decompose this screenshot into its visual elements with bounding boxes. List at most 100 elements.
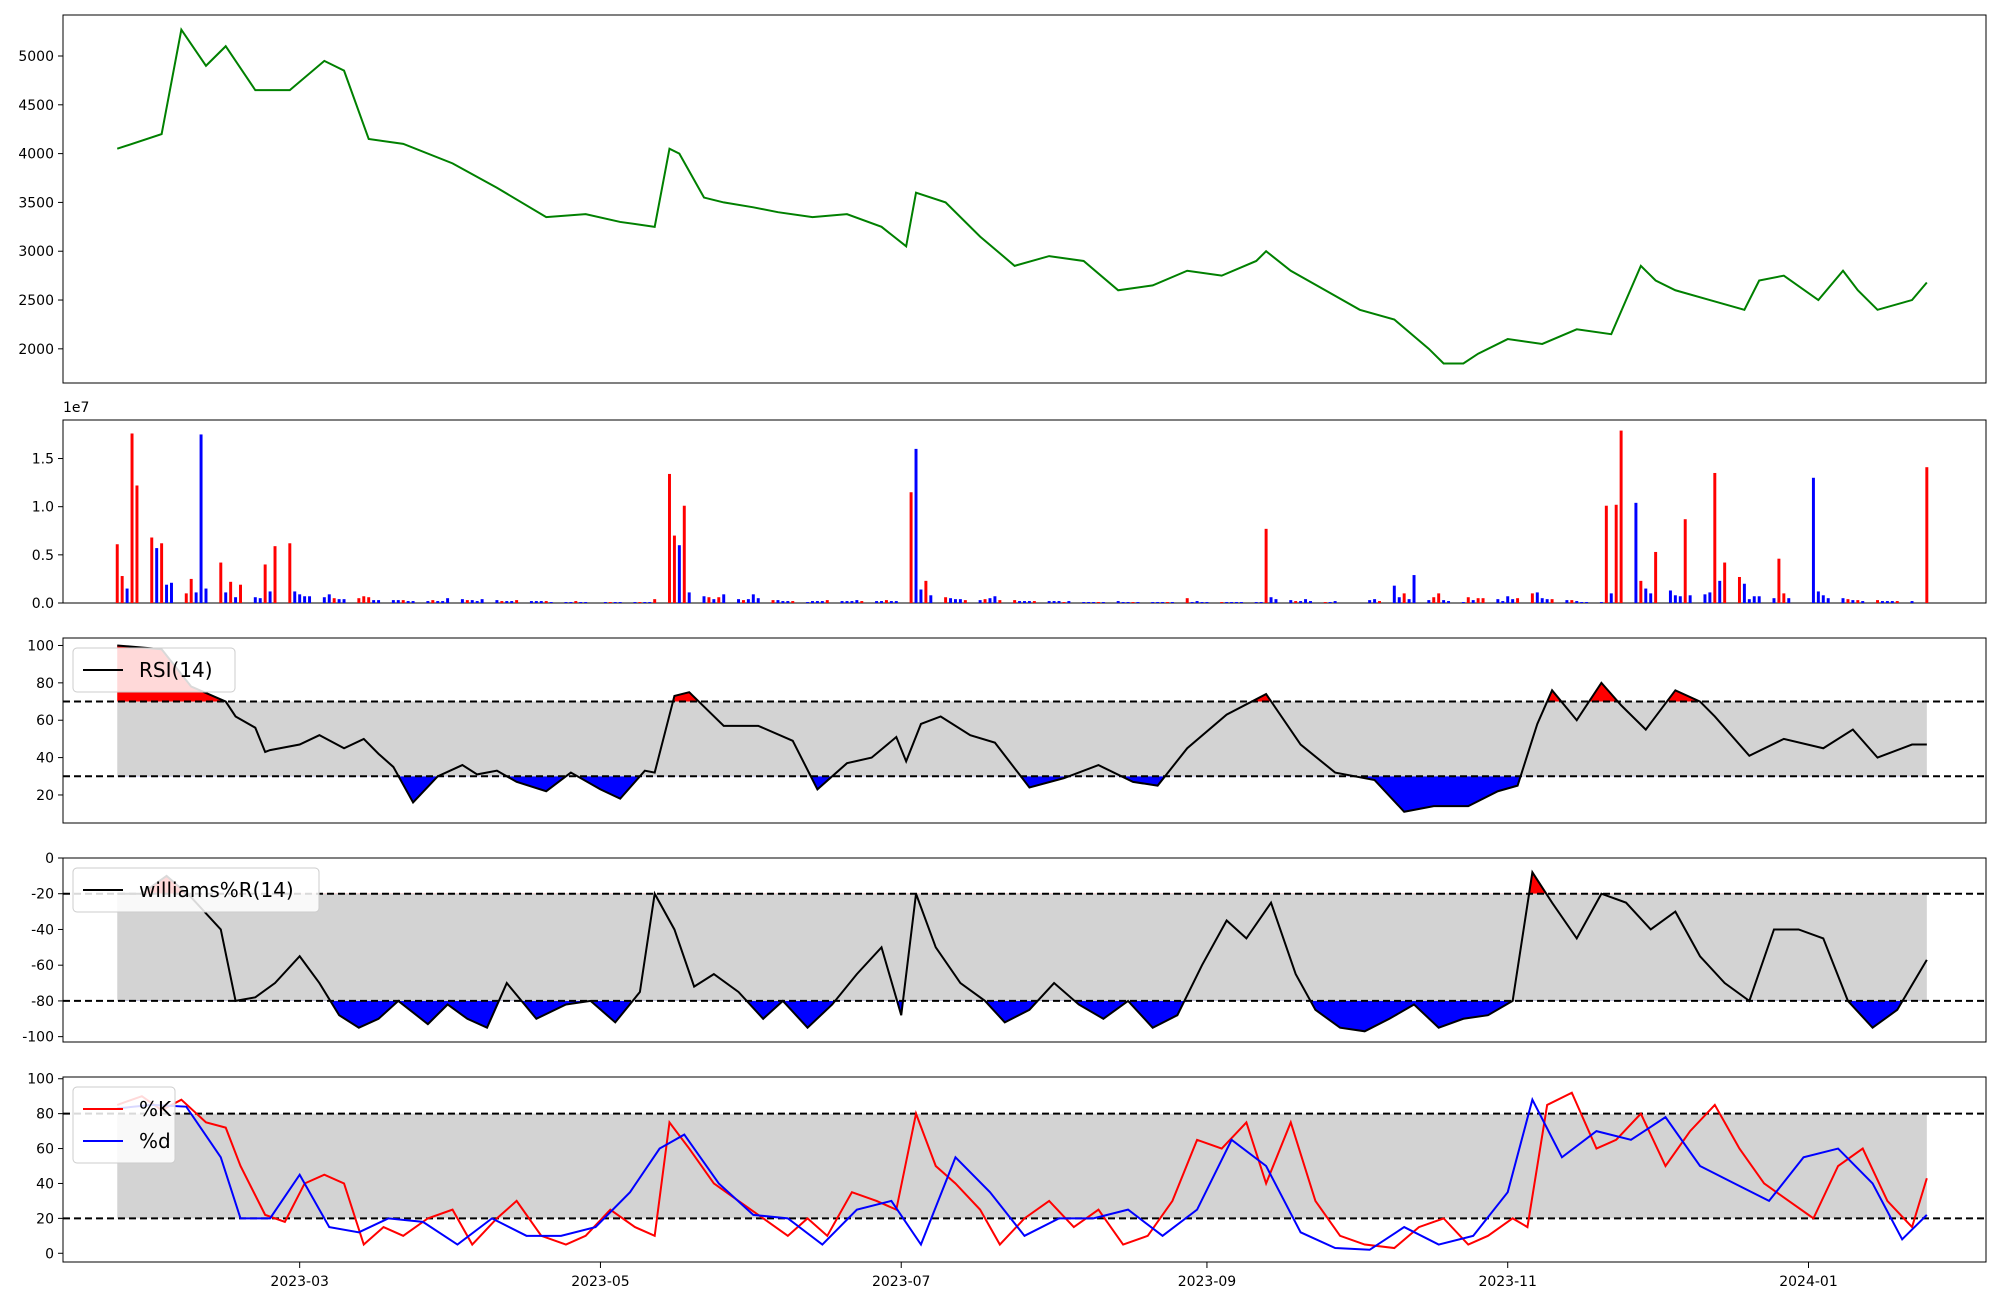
volume-bar [401, 600, 405, 603]
legend-box [72, 1086, 176, 1164]
y-tick-label: 60 [36, 1142, 54, 1158]
volume-bar [1156, 602, 1160, 603]
volume-bar [860, 601, 864, 603]
legend-box [72, 867, 320, 913]
volume-bar [983, 599, 987, 603]
volume-bar [1496, 599, 1500, 603]
volume-bar [362, 596, 366, 603]
legend-label: %d [139, 1129, 171, 1153]
volume-bar [288, 543, 292, 603]
y-tick-label: 5000 [18, 49, 54, 65]
y-tick-label: 0.0 [32, 596, 54, 612]
legend-label: %K [139, 1097, 172, 1121]
volume-bar [1235, 602, 1238, 603]
x-axis: 2023-03 2023-05 2023-07 2023-09 2023-11 2024-… [270, 1262, 1838, 1290]
volume-bar [944, 597, 948, 603]
volume-bar [1328, 602, 1332, 603]
volume-bar [677, 545, 681, 603]
volume-bar [1013, 600, 1017, 603]
volume-bar [978, 600, 982, 603]
volume-bar [510, 601, 514, 603]
volume-bar [756, 598, 760, 603]
volume-bar [1703, 594, 1707, 603]
volume-bar [298, 594, 302, 603]
volume-bar [1018, 601, 1022, 603]
volume-bar [199, 434, 203, 603]
volume-bar [643, 602, 647, 603]
volume-bar [608, 602, 612, 603]
volume-bar [1309, 601, 1312, 603]
volume-bar [1274, 599, 1278, 603]
volume-bar [189, 578, 193, 603]
volume-bar [1811, 477, 1815, 603]
x-tick-label: 2023-05 [571, 1274, 630, 1290]
volume-bar [1861, 601, 1865, 603]
volume-bar [1501, 601, 1505, 603]
volume-bar [1511, 599, 1515, 603]
price-chart: 2000 2500 3000 3500 4000 4500 5000 [18, 14, 1987, 384]
volume-bar [224, 592, 228, 603]
volume-bar [1654, 551, 1658, 603]
volume-bar [1447, 601, 1451, 603]
volume-bar [342, 599, 346, 603]
x-tick-label: 2024-01 [1779, 1274, 1838, 1290]
volume-bar [1856, 600, 1860, 603]
volume-bar [115, 544, 119, 603]
volume-bar [1161, 602, 1165, 603]
volume-bar [855, 600, 859, 603]
volume-bar [1067, 601, 1071, 603]
volume-bar [322, 597, 326, 603]
volume-bar [584, 602, 588, 603]
volume-bar [737, 599, 740, 603]
y-tick-label: -40 [31, 922, 54, 938]
volume-bar [579, 602, 583, 603]
volume-bar [875, 601, 879, 603]
volume-bar [1397, 597, 1401, 603]
volume-bar [781, 601, 785, 603]
volume-bar [155, 548, 159, 603]
volume-bar [1683, 519, 1687, 603]
volume-bar [1392, 585, 1396, 603]
volume-bar [135, 485, 139, 603]
volume-bar [1299, 601, 1303, 603]
y-tick-label: 20 [36, 1211, 54, 1227]
volume-bar [909, 492, 913, 603]
volume-bar [1402, 593, 1406, 603]
volume-bar [263, 564, 267, 603]
neutral-band [117, 893, 1927, 1001]
volume-bar [1092, 602, 1096, 603]
volume-bar [1846, 599, 1850, 603]
volume-bar [1200, 602, 1204, 603]
volume-bar [303, 596, 307, 603]
volume-bar [564, 602, 568, 603]
y-tick-label: 80 [36, 676, 54, 692]
volume-bar [1437, 593, 1441, 603]
volume-bar [1787, 598, 1791, 603]
volume-bar [406, 601, 410, 603]
volume-bar [411, 601, 415, 603]
volume-bar [367, 597, 371, 603]
volume-bar [1910, 601, 1914, 603]
volume-bar [160, 543, 164, 603]
volume-bar [707, 597, 711, 603]
volume-bar [894, 601, 898, 603]
volume-bar [544, 601, 548, 603]
plot-frame [62, 1076, 1987, 1263]
volume-bar [194, 592, 198, 603]
oversold-fill [398, 776, 1521, 812]
volume-bar [436, 601, 440, 603]
volume-bar [1575, 601, 1579, 603]
volume-bar [1772, 598, 1776, 603]
volume-bar [1821, 595, 1825, 603]
volume-bar [1087, 602, 1091, 603]
volume-bar [1225, 602, 1229, 603]
volume-bar [811, 601, 814, 603]
volume-bar [1565, 600, 1569, 603]
volume-bar [150, 537, 154, 603]
volume-bar [337, 599, 341, 603]
volume-bar [441, 601, 445, 603]
volume-bar [500, 601, 504, 603]
plot-frame [62, 637, 1987, 824]
volume-bar [776, 600, 780, 603]
